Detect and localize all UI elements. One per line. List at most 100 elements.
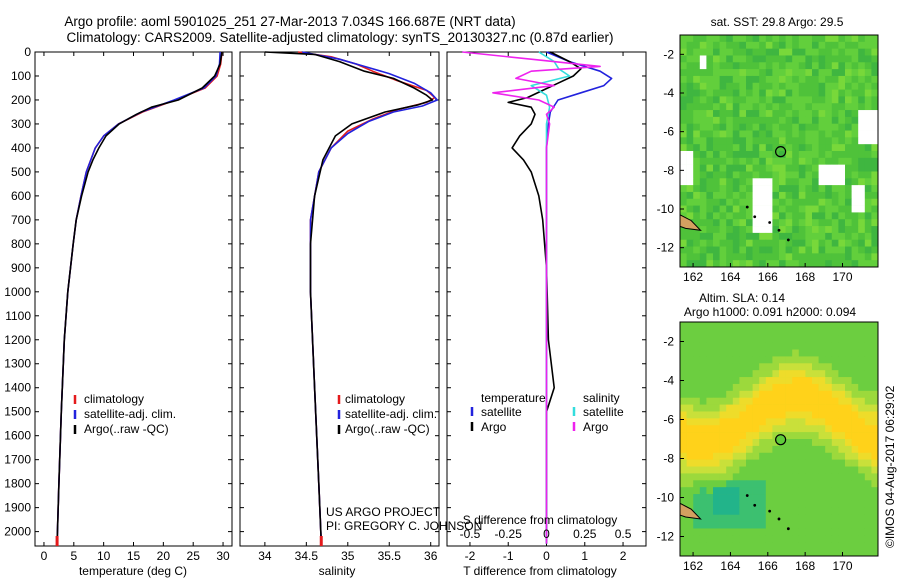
map-cell [719,425,727,433]
map-cell [818,103,826,111]
map-cell [785,514,793,522]
map-cell [812,542,819,550]
map-cell [732,171,740,179]
map-cell [732,253,740,261]
map-cell [739,246,747,254]
islet-dot [753,503,757,507]
map-cell [719,35,727,43]
map-cell [805,535,813,543]
map-cell [772,164,780,172]
map-cell [699,157,707,165]
map-cell [805,110,813,118]
map-cell [772,75,780,84]
map-cell [845,521,852,529]
map-cell [831,397,839,405]
map-cell [858,445,866,454]
map-cell [699,349,707,357]
map-cell [838,342,846,350]
map-cell [706,260,714,268]
map-cell [871,82,879,90]
map-cell [792,260,800,268]
map-cell [752,41,760,49]
legend-label-s-satellite: satellite [583,405,624,419]
map-cell [858,425,866,433]
map-cell [812,425,819,433]
map-cell [713,205,720,213]
map-cell [680,432,687,440]
map-cell [825,432,833,440]
map-cell [706,226,714,234]
map-cell [732,514,740,522]
map-cell [693,144,701,152]
map-cell [699,459,707,467]
map-cell [759,69,767,77]
map-cell [759,418,767,426]
map-cell [726,370,734,378]
map-cell [812,528,819,536]
map-cell [746,178,753,186]
map-cell [732,418,740,426]
map-cell [838,157,846,165]
map-cell [693,89,701,97]
map-cell [851,55,859,63]
map-cell [732,137,740,145]
y-tick-label: -6 [663,125,674,139]
map-cell [805,432,813,440]
map-cell [772,48,780,56]
map-cell [713,226,720,234]
map-cell [765,253,773,261]
map-cell [798,171,806,179]
map-cell [726,75,734,84]
map-cell [765,425,773,433]
map-cell [798,439,806,447]
map-cell [792,500,800,509]
map-cell [686,130,694,138]
map-cell [779,418,786,426]
map-cell [805,75,813,84]
map-cell [864,253,872,261]
map-cell [798,96,806,104]
y-tick-label: 1100 [5,309,31,323]
map-cell [798,219,806,227]
map-cell [831,459,839,467]
map-cell [838,62,846,70]
map-cell [818,418,826,426]
map-cell [831,411,839,419]
map-cell [831,473,839,481]
map-cell [858,96,866,104]
map-cell [818,246,826,254]
map-cell [752,82,760,90]
map-cell [719,219,727,227]
map-cell [772,191,780,200]
map-cell [732,232,740,240]
map-cell [825,370,833,378]
map-cell [805,191,813,200]
map-cell [792,363,800,371]
map-cell [864,328,872,337]
map-cell [726,439,734,447]
map-cell [746,123,753,131]
map-cell [706,123,714,131]
map-cell [739,342,747,350]
map-cell [864,549,872,557]
map-cell [858,459,866,467]
map-cell [792,89,800,97]
map-cell [805,116,813,124]
map-cell [739,178,747,186]
map-cell [693,411,701,419]
map-cell [726,123,734,131]
map-cell [759,349,767,357]
map-cell [812,164,819,172]
map-cell [792,198,800,206]
map-cell [765,514,773,522]
map-cell [798,239,806,247]
map-cell [706,48,714,56]
map-cell [818,144,826,152]
map-cell [713,157,720,165]
map-cell [779,110,786,118]
map-cell [752,494,760,502]
map-cell [838,164,846,172]
map-cell [719,411,727,419]
map-cell [818,75,826,84]
map-cell [739,425,747,433]
